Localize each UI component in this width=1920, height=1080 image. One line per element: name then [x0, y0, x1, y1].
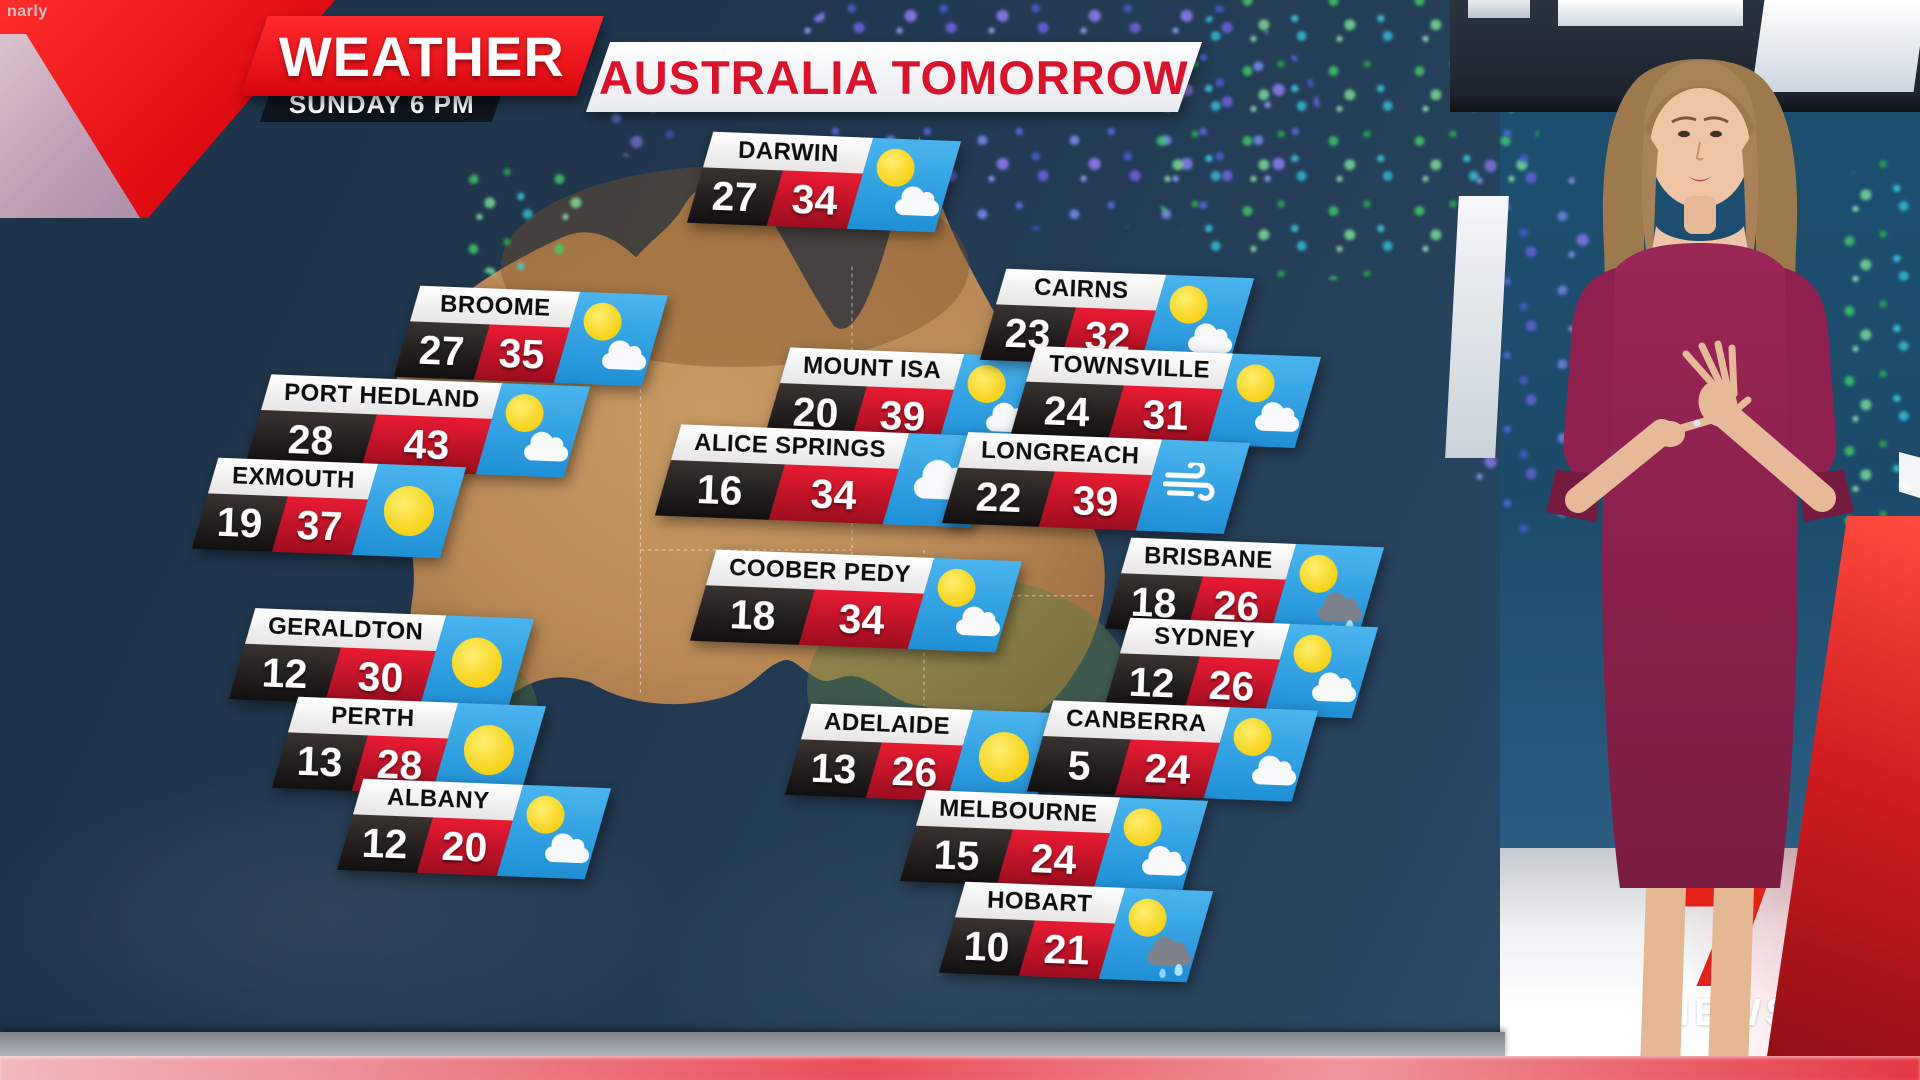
city-card-alice-springs: ALICE SPRINGS 16 34: [654, 424, 998, 528]
partly-cloudy-icon: [907, 557, 1022, 653]
presenter-hair-top: [1644, 60, 1756, 128]
windy-icon: [1136, 439, 1251, 534]
presenter-sleeve: [1784, 268, 1837, 478]
city-card-melbourne: MELBOURNE 15 24: [899, 790, 1209, 893]
partly-cloudy-icon: [1263, 623, 1379, 719]
partly-cloudy-icon: [553, 291, 669, 387]
presenter-leg: [1640, 888, 1686, 1070]
city-name: PERTH: [287, 696, 459, 739]
max-temp: 24: [1115, 739, 1220, 799]
city-card-darwin: DARWIN 27 34: [686, 131, 962, 233]
presenter-lips: [1688, 176, 1712, 182]
city-name: ADELAIDE: [800, 703, 974, 746]
radar-overlay: [452, 158, 587, 278]
ceiling-panel: [1468, 0, 1530, 18]
presenter-sleeve: [1563, 268, 1616, 478]
city-card-longreach: LONGREACH 22 39: [941, 432, 1251, 535]
presenter-ring: [1693, 419, 1701, 427]
city-card-hobart: HOBART 10 21: [938, 881, 1214, 983]
presenter-face: [1650, 88, 1750, 208]
sunny-icon: [351, 463, 467, 559]
city-name: SYDNEY: [1119, 617, 1291, 660]
presenter-leg: [1708, 888, 1754, 1070]
city-name: HOBART: [954, 881, 1126, 924]
max-temp: 31: [1108, 385, 1223, 445]
min-temp: 12: [228, 643, 341, 703]
city-card-broome: BROOME 27 35: [393, 285, 669, 387]
city-name: DARWIN: [702, 131, 874, 174]
max-temp: 34: [798, 589, 924, 650]
city-name: EXMOUTH: [207, 457, 379, 500]
presenter-brow: [1671, 116, 1697, 124]
stage-edge-band: [0, 1032, 1505, 1058]
partly-cloudy-icon: [1206, 353, 1322, 448]
max-temp: 39: [1038, 471, 1153, 531]
city-card-canberra: CANBERRA 5 24: [1026, 700, 1318, 802]
city-name: BROOME: [409, 285, 581, 328]
presenter-dress: [1602, 243, 1798, 888]
min-temp: 18: [689, 585, 815, 645]
partly-cloudy-icon: [846, 137, 962, 233]
city-card-geraldton: GERALDTON 12 30: [228, 608, 535, 711]
presenter-neck: [1684, 196, 1716, 234]
presenter-finger: [1672, 416, 1714, 434]
presenter-fingers: [1682, 340, 1752, 422]
presenter-eye: [1678, 130, 1690, 138]
presenter-forearm: [1708, 398, 1836, 512]
presenter-forearm: [1565, 419, 1675, 513]
min-temp: 24: [1009, 381, 1125, 441]
max-temp: 24: [996, 829, 1111, 889]
sunny-icon: [419, 615, 535, 710]
forecast-banner: AUSTRALIA TOMORROW: [585, 42, 1203, 112]
city-card-townsville: TOWNSVILLE 24 31: [1009, 346, 1322, 449]
city-card-exmouth: EXMOUTH 19 37: [191, 457, 467, 559]
presenter-eye: [1710, 130, 1722, 138]
city-card-coober-pedy: COOBER PEDY 18 34: [689, 549, 1022, 653]
edge-highlight: [1899, 452, 1920, 498]
min-temp: 22: [941, 467, 1056, 527]
presenter: [1546, 59, 1854, 1070]
ceiling-panel: [1558, 0, 1743, 26]
forecast-banner-label: AUSTRALIA TOMORROW: [599, 50, 1189, 104]
min-temp: 15: [899, 825, 1014, 885]
presenter-hair-side: [1642, 128, 1658, 268]
weather-title: WEATHER: [279, 24, 565, 88]
partly-cloudy-icon: [476, 383, 591, 478]
city-name: CAIRNS: [995, 268, 1167, 311]
min-temp: 16: [654, 460, 785, 520]
city-card-albany: ALBANY 12 20: [336, 778, 612, 880]
partly-cloudy-icon: [1203, 707, 1318, 802]
presenter-brow: [1703, 116, 1729, 124]
weather-title-banner: WEATHER: [240, 16, 604, 96]
watermark: narly: [7, 3, 48, 20]
presenter-hair-side: [1742, 128, 1758, 268]
sun-shower-icon: [1098, 887, 1214, 983]
max-temp: 34: [768, 464, 899, 525]
stage-front-stripe: [0, 1056, 1920, 1080]
partly-cloudy-icon: [1094, 797, 1209, 892]
partly-cloudy-icon: [496, 784, 612, 880]
presenter-nose: [1695, 141, 1704, 161]
min-temp: 5: [1026, 736, 1132, 795]
city-name: ALBANY: [352, 778, 524, 821]
